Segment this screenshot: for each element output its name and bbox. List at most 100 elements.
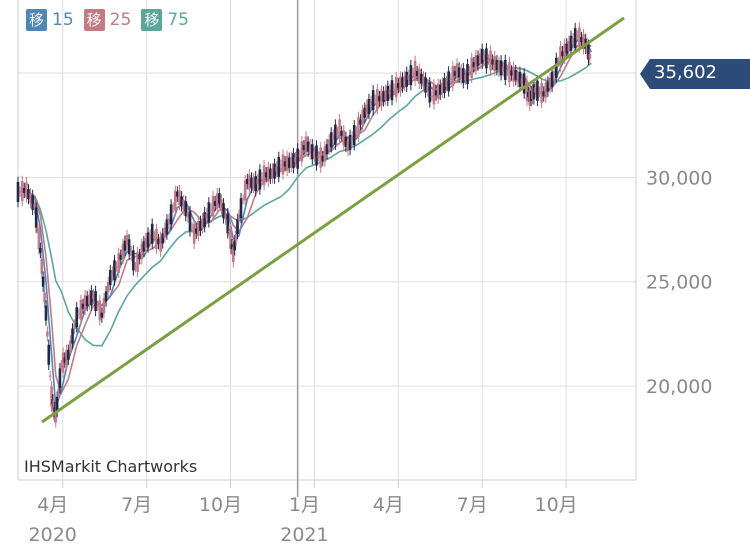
ma25-line	[17, 40, 592, 396]
candle-body	[380, 90, 383, 106]
candle-body	[52, 399, 55, 415]
candle-body	[142, 241, 146, 252]
x-tick-label: 10月	[534, 494, 577, 516]
candle-body	[275, 166, 278, 172]
candle-body	[464, 74, 467, 80]
candle-body	[371, 90, 375, 111]
candle-body	[260, 177, 264, 179]
candle-body	[281, 154, 285, 175]
trend-line	[41, 16, 625, 424]
candle-body	[292, 153, 295, 169]
candle-body	[153, 236, 156, 238]
candle-body	[287, 157, 291, 168]
candle-body	[392, 88, 396, 90]
candle-body	[16, 181, 20, 203]
candle-body	[113, 260, 116, 281]
candle-body	[376, 89, 379, 110]
candle-body	[580, 37, 583, 43]
candle-body	[85, 296, 89, 307]
candle-body	[329, 132, 333, 148]
candle-body	[352, 125, 356, 146]
candle-body	[50, 386, 53, 407]
candle-body	[340, 131, 343, 137]
legend-chip: 移	[141, 9, 163, 31]
candle-body	[472, 62, 476, 68]
candle-body	[336, 132, 339, 133]
candle-body	[516, 72, 520, 83]
candle-body	[46, 331, 49, 337]
candle-body	[194, 228, 198, 234]
candle-body	[390, 80, 394, 101]
legend-item-ma75[interactable]: 移 75	[141, 9, 189, 31]
candle-body	[386, 85, 390, 101]
candle-body	[207, 202, 211, 223]
x-year-label: 2021	[280, 524, 328, 546]
legend-item-ma25[interactable]: 移 25	[83, 9, 131, 31]
candle-body	[96, 305, 99, 307]
candle-body	[503, 59, 507, 80]
candle-body	[510, 70, 513, 76]
candle-body	[313, 151, 316, 157]
candle-body	[499, 60, 503, 76]
candle-body	[411, 73, 415, 75]
candle-body	[285, 155, 289, 171]
candle-body	[138, 254, 141, 260]
candle-body	[470, 57, 474, 78]
candle-body	[480, 48, 484, 64]
candle-body	[532, 84, 536, 100]
candle-body	[308, 144, 312, 155]
candle-body	[567, 40, 571, 51]
candle-body	[178, 190, 181, 206]
candle-body	[100, 312, 104, 318]
candle-body	[325, 144, 329, 155]
candle-body	[459, 69, 463, 80]
candle-body	[573, 28, 577, 49]
candle-body	[127, 239, 131, 255]
legend-item-ma15[interactable]: 移 15	[26, 9, 74, 31]
candle-body	[150, 223, 154, 244]
candle-body	[254, 176, 257, 192]
candle-body	[61, 352, 65, 373]
candle-body	[256, 179, 260, 185]
candle-body	[348, 134, 352, 150]
candle-body	[90, 290, 93, 306]
candle-body	[466, 64, 469, 85]
price-tag-shape	[640, 59, 750, 89]
candle-body	[60, 365, 63, 367]
candle-body	[346, 141, 350, 152]
candle-body	[47, 344, 51, 365]
candle-body	[501, 66, 505, 72]
candle-body	[186, 212, 190, 218]
candle-body	[192, 223, 196, 244]
candle-body	[140, 243, 144, 259]
candle-body	[224, 214, 227, 220]
candle-body	[449, 78, 453, 80]
candle-body	[102, 298, 106, 314]
watermark: IHSMarkit Chartworks	[24, 457, 198, 476]
candle-body	[104, 291, 108, 302]
candle-body	[106, 281, 110, 292]
candle-body	[512, 66, 515, 82]
x-tick-label: 7月	[457, 494, 488, 516]
candle-body	[447, 71, 450, 92]
candle-body	[405, 71, 408, 87]
candle-body	[159, 236, 162, 252]
candle-body	[555, 57, 558, 78]
candle-body	[65, 349, 68, 365]
legend-period: 15	[52, 10, 74, 30]
candle-body	[563, 43, 566, 59]
ma15-line	[17, 38, 593, 408]
candle-body	[311, 144, 314, 160]
candle-body	[455, 63, 459, 79]
x-tick-label: 1月	[289, 494, 320, 516]
candle-body	[43, 292, 46, 303]
candle-body	[506, 70, 509, 72]
candle-body	[331, 134, 335, 140]
candle-body	[384, 89, 388, 100]
candle-body	[227, 231, 231, 233]
candle-body	[197, 221, 200, 237]
candle-body	[98, 300, 102, 321]
candle-body	[365, 104, 369, 115]
candle-body	[132, 250, 135, 271]
